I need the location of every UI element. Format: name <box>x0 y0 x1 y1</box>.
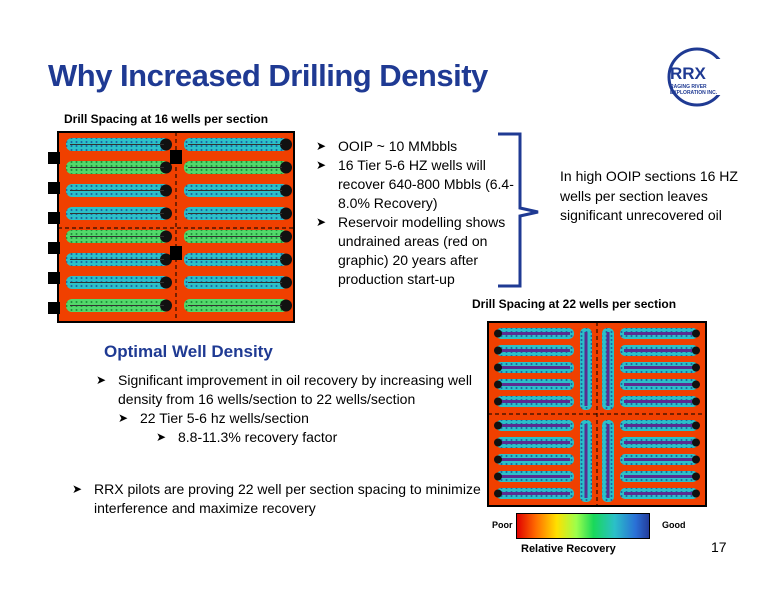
top-bullet-list: ➤ OOIP ~ 10 MMbbls ➤ 16 Tier 5-6 HZ wells … <box>316 137 526 289</box>
recovery-color-scale <box>516 513 650 539</box>
arrow-bullet-icon: ➤ <box>316 139 327 153</box>
pilot-bullet: ➤ RRX pilots are proving 22 well per sect… <box>72 481 481 516</box>
bullet-16-wells: ➤ 16 Tier 5-6 HZ wells will recover 640-8… <box>316 157 514 211</box>
legend-poor-label: Poor <box>492 520 513 530</box>
wellhead-icon <box>160 299 172 312</box>
wellhead-icon <box>280 161 292 174</box>
bullet-ooip: ➤ OOIP ~ 10 MMbbls <box>316 138 458 154</box>
bullet-recovery-factor: ➤ 8.8-11.3% recovery factor <box>156 429 338 445</box>
wellhead-icon <box>160 276 172 289</box>
wellhead-icon <box>160 207 172 220</box>
drill-spacing-16-graphic <box>48 131 295 323</box>
bullet-22-tier: ➤ 22 Tier 5-6 hz wells/section <box>118 410 309 426</box>
wellhead-icon <box>280 230 292 243</box>
slide-title: Why Increased Drilling Density <box>48 58 488 93</box>
bullet-improvement: ➤ Significant improvement in oil recovery… <box>96 372 473 407</box>
svg-text:RAGING RIVER: RAGING RIVER <box>670 84 707 90</box>
caption-22-wells: Drill Spacing at 22 wells per section <box>472 297 677 311</box>
arrow-bullet-icon: ➤ <box>118 411 129 425</box>
curly-brace-icon <box>498 132 539 288</box>
wellhead-icon <box>160 161 172 174</box>
wellhead-icon <box>160 230 172 243</box>
svg-text:RRX: RRX <box>670 64 707 83</box>
bullet-reservoir-modelling: ➤ Reservoir modelling shows undrained are… <box>316 214 506 287</box>
wellhead-icon <box>280 276 292 289</box>
drill-spacing-22-graphic <box>487 321 707 507</box>
legend-title: Relative Recovery <box>521 543 616 555</box>
optimal-bullet-list: ➤ Significant improvement in oil recovery… <box>96 371 516 447</box>
callout-text: In high OOIP sections 16 HZ wells per se… <box>560 168 738 223</box>
arrow-bullet-icon: ➤ <box>316 215 327 229</box>
svg-text:EXPLORATION INC.: EXPLORATION INC. <box>670 90 718 96</box>
wellhead-icon <box>280 184 292 197</box>
wellhead-icon <box>280 299 292 312</box>
page-number: 17 <box>711 539 727 555</box>
wellhead-icon <box>280 207 292 220</box>
optimal-well-density-heading: Optimal Well Density <box>104 342 273 361</box>
arrow-bullet-icon: ➤ <box>156 430 167 444</box>
caption-16-wells: Drill Spacing at 16 wells per section <box>64 112 269 126</box>
wellhead-icon <box>160 253 172 266</box>
rrx-logo: RRX RAGING RIVER EXPLORATION INC. <box>667 47 727 107</box>
arrow-bullet-icon: ➤ <box>72 482 83 496</box>
legend-good-label: Good <box>662 520 686 530</box>
wellhead-icon <box>280 138 292 151</box>
arrow-bullet-icon: ➤ <box>316 158 327 172</box>
wellhead-icon <box>160 138 172 151</box>
wellhead-icon <box>160 184 172 197</box>
wellhead-icon <box>280 253 292 266</box>
arrow-bullet-icon: ➤ <box>96 373 107 387</box>
